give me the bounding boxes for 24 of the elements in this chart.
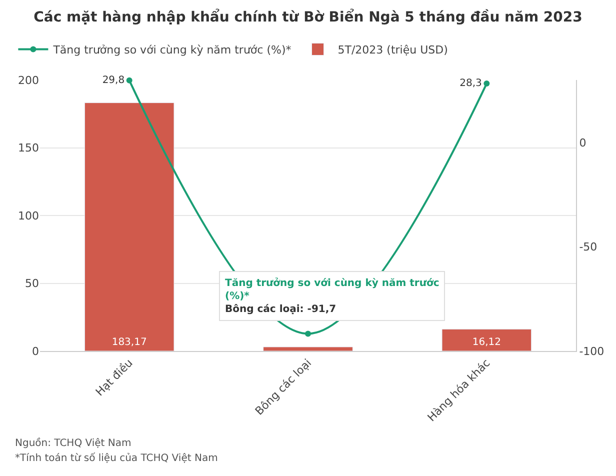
y-tick-label: 50 xyxy=(25,277,39,290)
point xyxy=(126,77,132,84)
text: Nguồn: TCHQ Việt Nam xyxy=(15,437,132,449)
y-tick-label: 100 xyxy=(18,209,39,222)
data-label: 28,3 xyxy=(460,78,482,90)
y-tick-label: 150 xyxy=(18,142,39,155)
chart-title: Các mặt hàng nhập khẩu chính từ Bờ Biển Ngà 5 tháng đầu năm 2023 xyxy=(34,8,582,26)
y-tick-label: 0 xyxy=(32,344,39,358)
data-label: 183,17 xyxy=(112,337,147,348)
y2-tick-label: -50 xyxy=(579,240,598,254)
bar xyxy=(442,328,532,351)
bar xyxy=(263,346,353,351)
legend-label: 5T/2023 (triệu USD) xyxy=(338,44,448,57)
y2-tick-label: 0 xyxy=(579,136,586,150)
legend-label: Tăng trưởng so với cùng kỳ năm trước (%)* xyxy=(52,44,292,57)
point xyxy=(305,330,311,337)
data-label: 29,8 xyxy=(102,74,125,86)
bar xyxy=(84,102,174,351)
annotation: Tăng trưởng so với cùng kỳ năm trước (%)* Bông các loại: -91,7 xyxy=(225,277,440,315)
y2-tick-label: -100 xyxy=(579,344,604,358)
y-tick-label: 200 xyxy=(18,74,39,87)
data-label: 16,12 xyxy=(472,337,501,348)
point xyxy=(484,80,490,87)
text: *Tính toán từ số liệu của TCHQ Việt Nam xyxy=(15,452,218,464)
